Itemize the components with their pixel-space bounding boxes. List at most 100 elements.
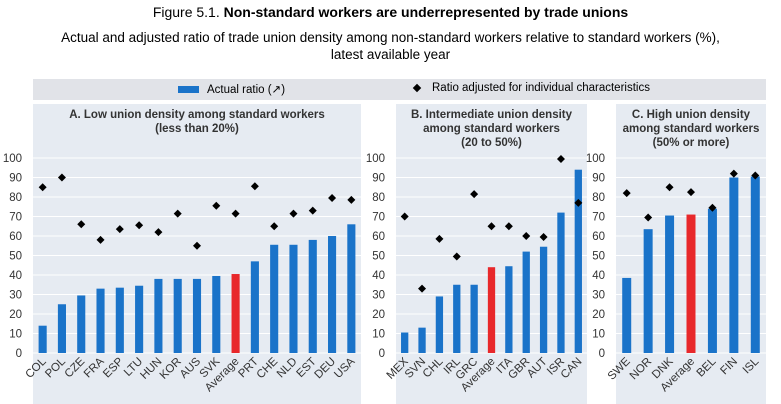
panel-a-bar-usa — [347, 224, 356, 353]
panel-c-marker-nor — [644, 213, 653, 222]
legend-bar-swatch — [178, 85, 199, 93]
legend-bar-label: Actual ratio (↗) — [207, 84, 286, 96]
panel-a-bar-average — [231, 274, 240, 353]
panel-a-bar-pol — [57, 304, 66, 353]
panel-b-bar-can — [574, 169, 582, 353]
panel-b-title-line-1: B. Intermediate union density — [410, 109, 573, 121]
panel-c-y-tick-label: 20 — [592, 309, 605, 321]
panel-b-y-tick-label: 0 — [379, 348, 385, 360]
panel-a-bar-deu — [328, 236, 337, 353]
panel-b-title-line-3: (20 to 50%) — [461, 137, 522, 149]
panel-a-y-tick-label: 10 — [9, 329, 22, 341]
panel-a-marker-col — [38, 183, 47, 192]
panel-b-bar-ita — [505, 266, 513, 353]
panel-a-marker-aus — [193, 241, 201, 250]
panel-b-y-tick-label: 20 — [372, 309, 385, 321]
panel-b-marker-irl — [452, 252, 461, 261]
panel-b-y-tick-label: 30 — [372, 290, 385, 302]
panel-c-y-tick-label: 80 — [592, 192, 605, 204]
panel-b-marker-aut — [539, 232, 548, 241]
panel-a-x-tick-label: NLD — [275, 356, 300, 381]
panel-b-bar-gbr — [522, 251, 530, 353]
panel-b-bar-aut — [539, 246, 548, 353]
panel-c-marker-bel — [708, 203, 717, 212]
panel-a-y-tick-label: 40 — [9, 270, 22, 282]
panel-a-marker-hun — [154, 228, 163, 237]
panel-b-title-line-2: among standard workers — [423, 123, 560, 135]
panel-c-y-tick-label: 100 — [586, 153, 605, 165]
panel-c-marker-dnk — [665, 183, 674, 192]
panel-a-x-tick-label: HUN — [138, 356, 164, 382]
legend-item-actual: Actual ratio (↗) — [178, 82, 285, 96]
panel-c-y-tick-label: 10 — [592, 329, 605, 341]
panel-a-y-tick-label: 80 — [9, 192, 22, 204]
panel-a-bar-fra — [96, 288, 105, 353]
panel-a-x-tick-label: ESP — [101, 355, 126, 380]
panel-a-x-tick-label: FRA — [82, 355, 107, 380]
panel-a-bar-svk — [212, 275, 221, 353]
panel-b-marker-mex — [400, 212, 409, 221]
panel-a-marker-average — [231, 209, 240, 218]
panel-a-marker-kor — [173, 209, 182, 218]
panel-a-bar-est — [308, 239, 317, 353]
panel-a-x-tick-label: KOR — [158, 356, 184, 382]
legend-marker-label: Ratio adjusted for individual characteri… — [432, 82, 650, 94]
panel-a-bar-nld — [289, 244, 298, 353]
panel-c-marker-average — [687, 188, 695, 197]
panel-c-y-tick-label: 70 — [592, 212, 605, 224]
panel-c-x-tick-label: FIN — [718, 356, 740, 378]
panel-a-bar-aus — [192, 278, 202, 353]
panel-a-x-tick-label: COL — [24, 355, 50, 381]
panel-b-marker-average — [487, 222, 496, 231]
panel-a-marker-che — [270, 222, 279, 231]
panel-b-background — [396, 104, 587, 404]
panel-b-y-tick-label: 40 — [372, 270, 385, 282]
panel-b-marker-chl — [435, 234, 444, 243]
panel-a-marker-usa — [347, 195, 356, 204]
panel-a-bar-ltu — [135, 285, 144, 353]
panel-b-marker-ita — [504, 222, 513, 231]
panel-a-x-tick-label: CZE — [63, 355, 88, 380]
panel-c-y-tick-label: 60 — [592, 231, 605, 243]
panel-c-bar-fin — [729, 177, 739, 353]
panel-c-bar-isl — [750, 176, 760, 353]
panel-b-bar-mex — [401, 332, 409, 353]
subtitle-line-1: Actual and adjusted ratio of trade union… — [61, 30, 720, 45]
panel-a-x-tick-label: POL — [43, 355, 68, 380]
panel-b-marker-can — [574, 198, 583, 207]
panel-b-x-tick-label: CAN — [559, 356, 585, 382]
panel-c-title: C. High union density among standard wor… — [616, 108, 766, 150]
panel-b-bar-svn — [418, 327, 426, 353]
panel-b-marker-gbr — [522, 232, 531, 240]
panel-b-y-tick-label: 90 — [372, 173, 385, 185]
panel-b-bar-chl — [435, 296, 444, 353]
panel-a-marker-cze — [77, 220, 86, 229]
panel-a-bar-hun — [154, 278, 163, 353]
panel-c-x-tick-label: BEL — [695, 355, 719, 379]
panel-b-marker-isr — [556, 154, 565, 163]
panel-b-marker-grc — [470, 190, 479, 199]
panel-a-marker-ltu — [135, 221, 144, 230]
legend-item-adjusted: Ratio adjusted for individual characteri… — [412, 82, 650, 94]
panel-a-bar-esp — [115, 287, 124, 353]
panel-a-bar-che — [270, 244, 279, 353]
panel-a-title-line-1: A. Low union density among standard work… — [69, 109, 325, 121]
subtitle-line-2: latest available year — [330, 47, 451, 62]
panel-a-marker-est — [308, 206, 317, 215]
panel-b-bar-irl — [453, 284, 461, 353]
panel-c-bar-dnk — [665, 215, 675, 353]
panel-c-y-tick-label: 40 — [592, 270, 605, 282]
panel-a-y-tick-label: 100 — [3, 153, 22, 165]
panel-c-marker-fin — [729, 169, 738, 178]
panel-c-x-tick-label: NOR — [628, 356, 655, 383]
panel-c-y-tick-label: 50 — [592, 251, 605, 263]
chart-legend: Actual ratio (↗) Ratio adjusted for indi… — [33, 79, 766, 100]
panel-c-bar-nor — [643, 229, 653, 353]
panel-a-y-tick-label: 20 — [9, 309, 22, 321]
panel-b-y-tick-label: 50 — [372, 251, 385, 263]
panel-a-marker-nld — [289, 209, 298, 218]
panel-a-bar-cze — [77, 295, 86, 353]
panel-b-y-tick-label: 80 — [372, 192, 385, 204]
panel-a-marker-fra — [96, 235, 105, 244]
panel-a-bar-kor — [173, 278, 182, 353]
